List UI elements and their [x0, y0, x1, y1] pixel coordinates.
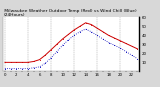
Text: Milwaukee Weather Outdoor Temp (Red) vs Wind Chill (Blue) (24Hours): Milwaukee Weather Outdoor Temp (Red) vs …	[3, 9, 137, 17]
